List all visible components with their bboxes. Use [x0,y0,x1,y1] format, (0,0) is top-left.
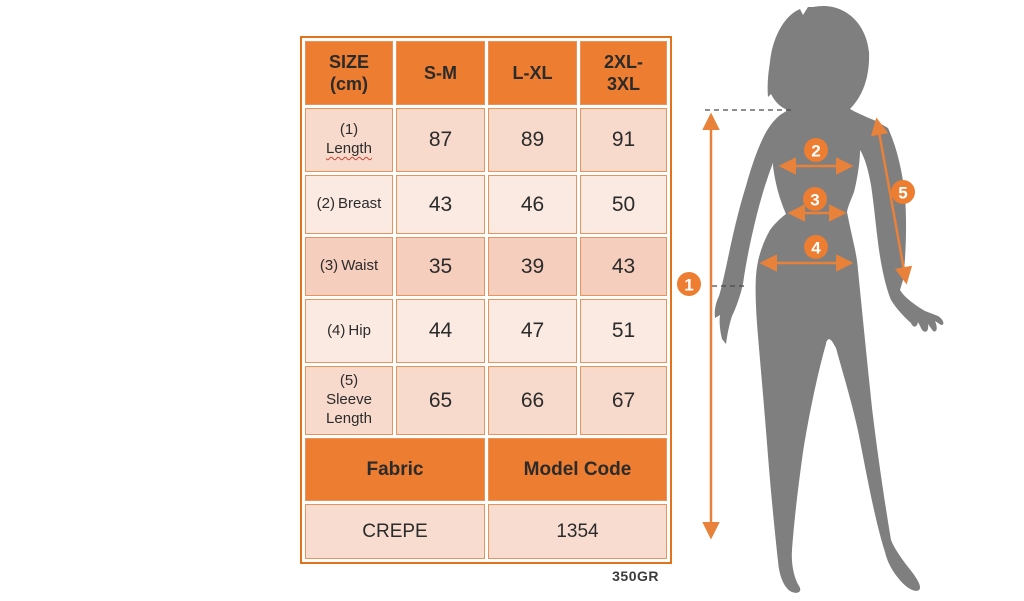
size-chart-table: SIZE (cm) S-M L-XL 2XL- 3XL (1) Length 87… [300,36,672,564]
column-header-size-cm: SIZE (cm) [305,41,393,105]
column-header-l-xl: L-XL [488,41,577,105]
hip-l-xl: 47 [488,299,577,363]
waist-l-xl: 39 [488,237,577,296]
row-number: (2) [316,195,335,213]
marker-circle [804,138,828,162]
sleeve-arrow [870,117,913,285]
row-label-waist: (3) Waist [305,237,393,296]
model-code-value: 1354 [488,504,667,559]
row-number: (1) [339,121,359,139]
length-2xl-3xl: 91 [580,108,667,172]
marker-number: 1 [684,276,693,295]
table-row-hip: (4) Hip 44 47 51 [305,299,667,363]
breast-s-m: 43 [396,175,485,234]
sleeve-s-m: 65 [396,366,485,435]
hip-s-m: 44 [396,299,485,363]
row-label-text: Sleeve Length [326,391,372,427]
waist-s-m: 35 [396,237,485,296]
length-l-xl: 89 [488,108,577,172]
fabric-value: CREPE [305,504,485,559]
marker-number: 4 [811,239,821,258]
row-label-text: Breast [337,195,382,213]
row-label-text: Hip [348,321,371,339]
breast-2xl-3xl: 50 [580,175,667,234]
measure-marker-length: 1 [677,272,701,296]
breast-l-xl: 46 [488,175,577,234]
female-silhouette [714,5,944,593]
row-label-breast: (2) Breast [305,175,393,234]
waist-2xl-3xl: 43 [580,237,667,296]
measure-marker-waist: 3 [803,187,827,211]
table-row-length: (1) Length 87 89 91 [305,108,667,172]
marker-number: 2 [811,142,820,161]
sleeve-l-xl: 66 [488,366,577,435]
fabric-header: Fabric [305,438,485,501]
row-number: (3) [319,257,339,275]
table-row-sleeve-length: (5) Sleeve Length 65 66 67 [305,366,667,435]
table-meta-value-row: CREPE 1354 [305,504,667,559]
weight-footnote: 350GR [612,568,659,584]
row-label-text: Length [326,140,372,157]
table-meta-header-row: Fabric Model Code [305,438,667,501]
table-row-waist: (3) Waist 35 39 43 [305,237,667,296]
marker-circle [803,187,827,211]
row-label-text: Waist [341,257,379,275]
model-code-header: Model Code [488,438,667,501]
length-s-m: 87 [396,108,485,172]
measure-marker-hip: 4 [804,235,828,259]
row-number: (5) [339,372,359,390]
marker-circle [677,272,701,296]
column-header-s-m: S-M [396,41,485,105]
row-label-length: (1) Length [305,108,393,172]
marker-number: 3 [810,191,819,210]
row-label-sleeve-length: (5) Sleeve Length [305,366,393,435]
table-row-breast: (2) Breast 43 46 50 [305,175,667,234]
measure-marker-sleeve: 5 [891,180,915,204]
column-header-2xl-3xl: 2XL- 3XL [580,41,667,105]
measurement-figure: 1 2 3 4 5 [660,0,1024,601]
row-number: (4) [327,321,346,339]
marker-number: 5 [898,184,907,203]
measure-marker-breast: 2 [804,138,828,162]
hip-2xl-3xl: 51 [580,299,667,363]
table-header-row: SIZE (cm) S-M L-XL 2XL- 3XL [305,41,667,105]
row-label-hip: (4) Hip [305,299,393,363]
marker-circle [891,180,915,204]
sleeve-2xl-3xl: 67 [580,366,667,435]
marker-circle [804,235,828,259]
